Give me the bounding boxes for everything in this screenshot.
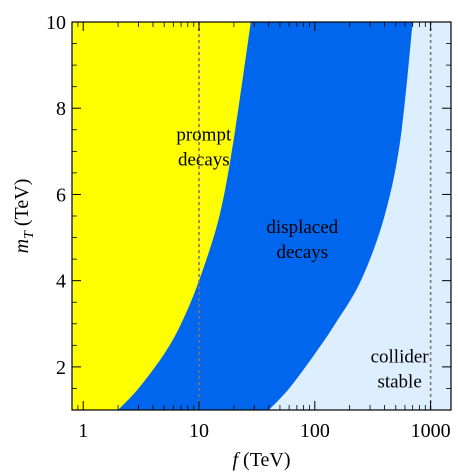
y-tick-label: 4 <box>56 271 66 293</box>
y-tick-label: 10 <box>46 12 66 34</box>
y-axis-label: mT (TeV) <box>11 179 37 254</box>
region-label-prompt: prompt <box>176 125 232 146</box>
axis-labels: f (TeV) mT (TeV) prompt decays displaced deca… <box>11 125 429 471</box>
y-tick-label: 8 <box>56 98 66 120</box>
y-tick-label: 2 <box>56 357 66 379</box>
reference-lines <box>198 22 432 410</box>
region-label-prompt: decays <box>178 150 230 171</box>
x-tick-label: 1000 <box>411 420 451 442</box>
region-label-collider-stable: stable <box>377 372 421 393</box>
x-tick-label: 100 <box>300 420 330 442</box>
axis-ticks: 1 10 100 1000 2 4 6 8 10 <box>46 12 451 442</box>
region-prompt <box>72 22 251 410</box>
region-label-collider-stable: collider <box>371 347 430 368</box>
region-fills <box>72 22 451 410</box>
x-tick-label: 10 <box>189 420 209 442</box>
x-tick-label: 1 <box>78 420 88 442</box>
region-label-displaced: decays <box>276 242 328 263</box>
x-axis-label: f (TeV) <box>232 449 290 471</box>
y-tick-label: 6 <box>56 184 66 206</box>
region-label-displaced: displaced <box>266 217 338 238</box>
